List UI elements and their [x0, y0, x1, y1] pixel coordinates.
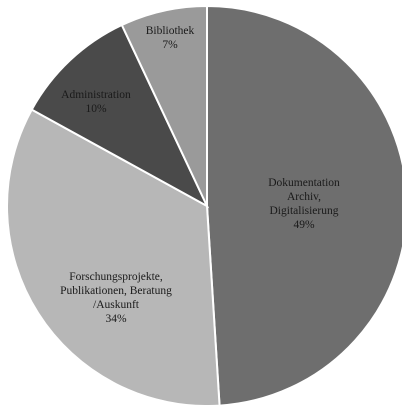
pie-slice: [6, 108, 221, 405]
slice-label-line: Bibliothek: [146, 25, 195, 37]
labels-layer: Dokumentation Archiv, Digitalisierung 49% Fo…: [60, 25, 340, 325]
slice-label: Administration 10%: [61, 89, 131, 115]
slice-label-line: Archiv,: [287, 191, 321, 203]
slice-value-label: 49%: [293, 219, 315, 231]
slice-label-line: Forschungsprojekte,: [69, 271, 163, 283]
slices-layer: [6, 4, 402, 405]
slice-value-label: 10%: [85, 103, 107, 115]
slice-value-label: 34%: [105, 313, 127, 325]
slice-label-line: Digitalisierung: [270, 205, 339, 217]
slice-label: Dokumentation Archiv, Digitalisierung 49%: [268, 177, 340, 231]
slice-label-line: Administration: [61, 89, 131, 101]
slice-label-line: /Auskunft: [93, 299, 140, 311]
slice-label: Bibliothek 7%: [146, 25, 195, 51]
pie-slice: [30, 23, 210, 209]
slice-label-line: Publikationen, Beratung: [60, 285, 172, 297]
slice-label: Forschungsprojekte, Publikationen, Beratu…: [60, 271, 172, 325]
pie-slice: [120, 4, 208, 207]
slice-value-label: 7%: [162, 39, 178, 51]
slice-label-line: Dokumentation: [268, 177, 340, 189]
pie-slice: [206, 4, 402, 405]
